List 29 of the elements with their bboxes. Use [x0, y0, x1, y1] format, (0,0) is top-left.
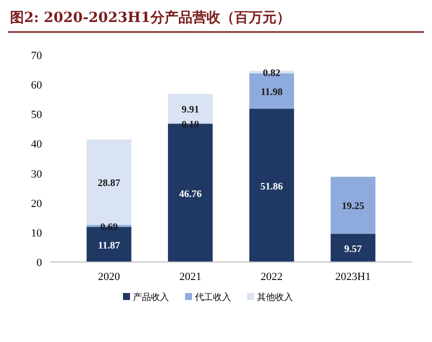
- data-label: 28.87: [98, 178, 120, 190]
- x-tick-label: 2023H1: [335, 271, 371, 283]
- data-label: 0.82: [262, 68, 280, 80]
- legend-label: 其他收入: [257, 292, 293, 303]
- y-tick-label: 10: [31, 227, 42, 240]
- data-label: 9.57: [344, 244, 362, 255]
- y-tick-label: 70: [31, 50, 42, 62]
- bar: [330, 234, 376, 262]
- x-tick-label: 2022: [260, 271, 283, 283]
- bar: [249, 108, 294, 262]
- y-tick-label: 50: [31, 109, 42, 122]
- legend-label: 代工收入: [194, 292, 231, 303]
- y-tick-label: 60: [31, 80, 42, 92]
- bar: [86, 139, 132, 225]
- data-label: 19.25: [342, 201, 364, 212]
- y-tick-label: 30: [31, 168, 42, 180]
- x-tick-label: 2021: [179, 271, 202, 283]
- data-label: 11.98: [260, 86, 283, 98]
- data-label: 11.87: [98, 240, 120, 252]
- chart-title: 图2: 2020-2023H1分产品营收（百万元）: [10, 9, 290, 26]
- data-label: 46.76: [179, 188, 202, 200]
- bar: [330, 176, 376, 234]
- legend-label: 产品收入: [133, 292, 169, 303]
- y-tick-label: 20: [31, 198, 42, 210]
- y-tick-label: 40: [31, 138, 42, 151]
- y-tick-label: 0: [36, 257, 42, 269]
- data-label: 51.86: [260, 181, 283, 192]
- data-label: 9.91: [182, 104, 200, 116]
- x-tick-label: 2020: [98, 271, 120, 283]
